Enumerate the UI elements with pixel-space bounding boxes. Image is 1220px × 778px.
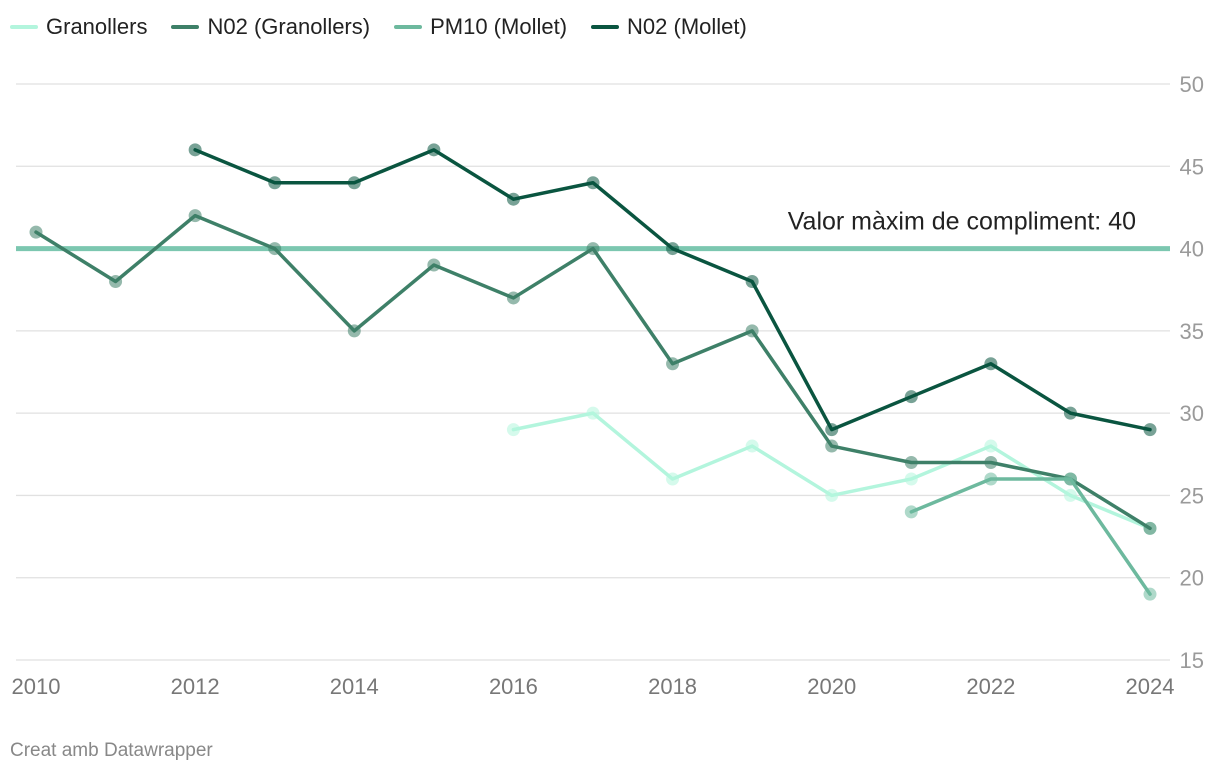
legend-swatch — [591, 25, 620, 29]
x-tick-label: 2024 — [1126, 674, 1175, 699]
series-group — [29, 143, 1157, 601]
data-point — [506, 423, 520, 437]
data-point — [188, 143, 202, 157]
data-point — [984, 472, 998, 486]
data-point — [188, 209, 202, 223]
legend-swatch — [10, 25, 38, 29]
data-point — [825, 423, 839, 437]
legend-swatch — [171, 25, 200, 29]
data-point — [506, 192, 520, 206]
data-point — [586, 242, 600, 256]
x-tick-label: 2022 — [966, 674, 1015, 699]
x-tick-label: 2010 — [12, 674, 61, 699]
legend-item: PM10 (Mollet) — [394, 14, 567, 40]
x-tick-label: 2018 — [648, 674, 697, 699]
reference-line-label: Valor màxim de compliment: 40 — [788, 208, 1136, 236]
credit-text: Creat amb Datawrapper — [10, 740, 213, 761]
legend-swatch — [394, 25, 423, 29]
data-point — [984, 357, 998, 371]
y-tick-label: 35 — [1180, 319, 1204, 344]
data-point — [1063, 472, 1077, 486]
y-tick-label: 30 — [1180, 401, 1204, 426]
x-tick-label: 2016 — [489, 674, 538, 699]
legend-item: N02 (Mollet) — [591, 14, 747, 40]
series-2 — [904, 472, 1157, 601]
data-point — [427, 143, 441, 157]
series-line — [193, 148, 1152, 432]
y-tick-label: 40 — [1180, 237, 1204, 262]
data-point — [586, 406, 600, 420]
data-point — [666, 472, 680, 486]
x-axis: 2010 2012 2014 2016 2018 2020 2022 2024 — [12, 674, 1175, 699]
y-tick-label: 25 — [1180, 483, 1204, 508]
data-point — [347, 324, 361, 338]
data-point — [984, 439, 998, 453]
legend-label: N02 (Mollet) — [627, 14, 747, 39]
data-point — [1063, 488, 1077, 502]
data-point — [347, 176, 361, 190]
data-point — [1063, 406, 1077, 420]
legend-label: Granollers — [46, 14, 148, 39]
data-point — [586, 176, 600, 190]
legend: Granollers N02 (Granollers) PM10 (Mollet) N… — [10, 14, 747, 40]
data-point — [904, 472, 918, 486]
data-point — [427, 258, 441, 272]
data-point — [745, 274, 759, 288]
legend-label: PM10 (Mollet) — [430, 14, 568, 39]
x-tick-label: 2020 — [807, 674, 856, 699]
data-point — [825, 439, 839, 453]
data-point — [1143, 521, 1157, 535]
y-tick-label: 50 — [1180, 72, 1204, 97]
x-tick-label: 2014 — [330, 674, 379, 699]
legend-item: Granollers — [10, 14, 147, 40]
y-tick-label: 20 — [1180, 566, 1204, 591]
data-point — [1143, 423, 1157, 437]
data-point — [904, 505, 918, 519]
data-point — [268, 176, 282, 190]
data-point — [666, 242, 680, 256]
legend-label: N02 (Granollers) — [207, 14, 371, 39]
y-axis: 15 20 25 30 35 40 45 50 — [1180, 72, 1204, 673]
data-point — [109, 274, 123, 288]
y-tick-label: 15 — [1180, 648, 1204, 673]
data-point — [904, 456, 918, 470]
data-point — [1143, 587, 1157, 601]
series-1 — [29, 209, 1157, 535]
data-point — [904, 390, 918, 404]
series-line — [909, 477, 1152, 596]
data-point — [745, 439, 759, 453]
data-point — [825, 488, 839, 502]
data-point — [268, 242, 282, 256]
data-point — [745, 324, 759, 338]
data-point — [984, 456, 998, 470]
data-point — [29, 225, 43, 239]
legend-item: N02 (Granollers) — [171, 14, 370, 40]
series-3 — [188, 143, 1157, 437]
y-tick-label: 45 — [1180, 154, 1204, 179]
data-point — [666, 357, 680, 371]
data-point — [506, 291, 520, 305]
x-tick-label: 2012 — [171, 674, 220, 699]
gridlines — [16, 83, 1170, 661]
